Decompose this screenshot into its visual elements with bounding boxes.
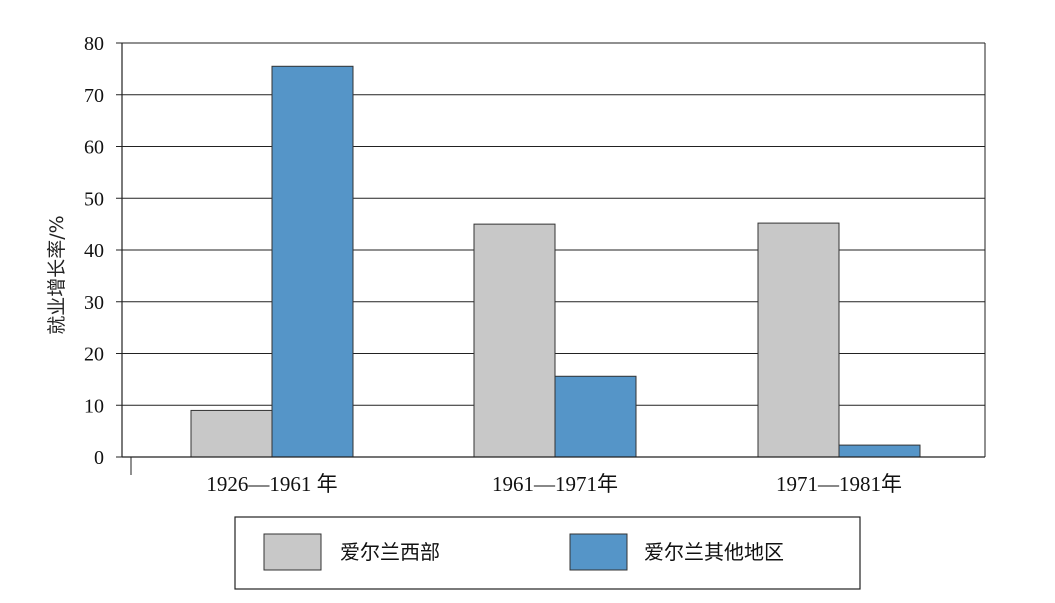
bars — [190, 65, 921, 458]
y-tick-label: 0 — [94, 447, 104, 469]
x-category-label: 1926—1961 年 — [206, 472, 337, 496]
bar-west — [757, 222, 840, 458]
y-tick-label: 10 — [84, 395, 104, 417]
x-category-labels: 1926—1961 年 1961—1971年 1971—1981年 — [206, 472, 902, 496]
y-tick-label: 30 — [84, 292, 104, 314]
legend-swatch-west — [263, 533, 322, 571]
y-tick-label: 70 — [84, 85, 104, 107]
legend-label-other: 爱尔兰其他地区 — [644, 540, 784, 564]
y-tick-label: 20 — [84, 344, 104, 366]
bar-other — [271, 65, 354, 458]
legend-swatch-other — [569, 533, 628, 571]
y-tick-label: 60 — [84, 137, 104, 159]
y-tick-label: 50 — [84, 188, 104, 210]
bar-other — [554, 375, 637, 458]
x-category-label: 1971—1981年 — [776, 472, 902, 496]
bar-west — [473, 223, 556, 458]
x-category-label: 1961—1971年 — [492, 472, 618, 496]
axes — [116, 42, 986, 475]
y-tick-label: 80 — [84, 33, 104, 55]
bar-west — [190, 409, 273, 458]
y-tick-labels: 0 10 20 30 40 50 60 70 80 — [84, 33, 104, 469]
y-tick-label: 40 — [84, 240, 104, 262]
bar-other — [838, 444, 921, 458]
legend-box — [234, 516, 861, 590]
legend: 爱尔兰西部 爱尔兰其他地区 — [234, 516, 861, 590]
y-axis-label: 就业增长率/% — [46, 215, 68, 334]
legend-label-west: 爱尔兰西部 — [340, 540, 440, 564]
